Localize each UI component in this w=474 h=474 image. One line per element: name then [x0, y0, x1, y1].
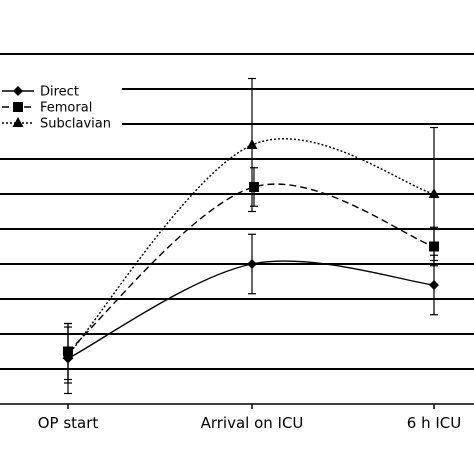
marker-square [249, 182, 259, 192]
series-line [67, 138, 435, 356]
series-subclavian [62, 77, 440, 384]
legend-label: Subclavian [40, 117, 111, 132]
x-tick-label: OP start [38, 414, 99, 432]
series [62, 77, 440, 395]
legend-label: Direct [40, 85, 79, 100]
series-line [67, 260, 435, 360]
legend-label: Femoral [40, 101, 92, 116]
marker-diamond [247, 259, 257, 269]
marker-triangle [428, 188, 440, 198]
x-ticks: OP start Arrival on ICU 6 h ICU [38, 404, 461, 432]
marker-diamond [429, 280, 439, 290]
series-femoral [63, 167, 439, 381]
x-tick-label: 6 h ICU [407, 414, 461, 432]
x-tick-label: Arrival on ICU [201, 414, 304, 432]
marker-triangle [246, 139, 258, 149]
marker-square [13, 102, 23, 112]
series-line [67, 183, 435, 353]
marker-diamond [13, 86, 23, 96]
marker-triangle [12, 117, 24, 127]
marker-triangle [62, 349, 74, 359]
